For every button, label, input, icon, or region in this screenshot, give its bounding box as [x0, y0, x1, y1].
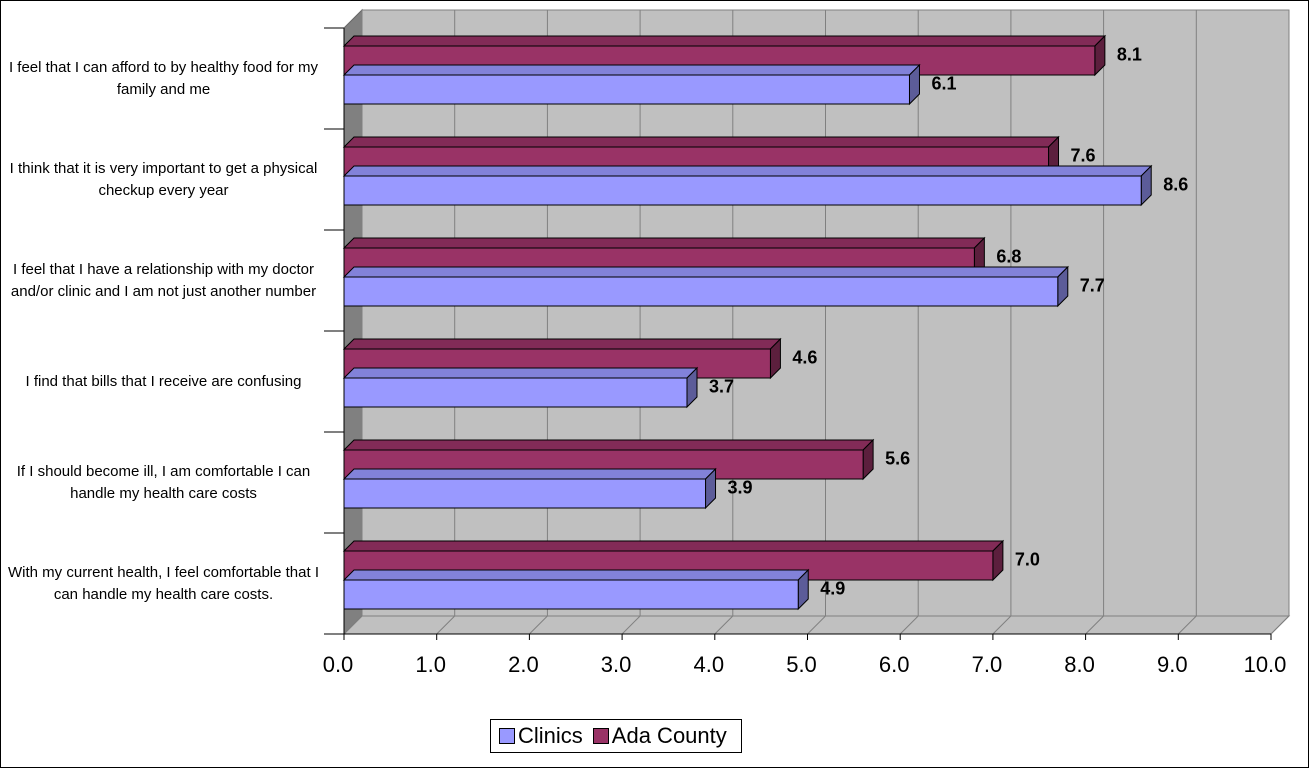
grid-line [1085, 615, 1104, 635]
value-label: 6.1 [931, 73, 956, 93]
bar-top [342, 569, 810, 581]
bar-top [342, 540, 1005, 552]
x-tick-label: 1.0 [415, 652, 446, 677]
grid-line [621, 615, 641, 635]
x-tick-label: 10.0 [1244, 652, 1287, 677]
bar-top [342, 266, 1069, 278]
legend-item: Clinics [499, 723, 583, 749]
x-tick-label: 4.0 [694, 652, 725, 677]
legend-swatch [499, 728, 515, 744]
bar [343, 579, 799, 610]
x-tick-label: 2.0 [508, 652, 539, 677]
grid-line [714, 615, 734, 635]
bar [343, 74, 910, 105]
grid-line [807, 615, 826, 635]
category-label: I feel that I have a relationship with m… [10, 260, 317, 300]
legend-swatch [592, 728, 609, 744]
legend-label: Clinics [518, 723, 583, 748]
value-label: 7.6 [1071, 145, 1096, 165]
category-label: With my current health, I feel comfortab… [8, 563, 319, 603]
value-label: 6.8 [996, 246, 1021, 266]
bar-top [342, 136, 1060, 148]
grid-line [992, 615, 1012, 635]
value-label: 4.6 [792, 347, 817, 367]
grid-line [899, 615, 919, 635]
x-tick-label: 6.0 [879, 652, 910, 677]
grid-line [1177, 615, 1197, 635]
bar-top [342, 64, 921, 76]
value-label: 3.7 [709, 376, 734, 396]
value-label: 4.9 [820, 578, 845, 598]
value-label: 5.6 [885, 448, 910, 468]
bar-top [342, 367, 699, 379]
value-label: 3.9 [728, 477, 753, 497]
value-label: 8.1 [1117, 44, 1142, 64]
x-tick-label: 0.0 [323, 652, 354, 677]
bar-top [342, 439, 875, 451]
bar [343, 175, 1142, 206]
legend-label: Ada County [611, 723, 727, 748]
category-label: If I should become ill, I am comfortable… [16, 462, 311, 502]
bar-top [342, 35, 1107, 47]
x-tick-label: 8.0 [1064, 652, 1095, 677]
bar-top [342, 338, 782, 350]
x-tick-label: 9.0 [1157, 652, 1188, 677]
legend-item: Ada County [592, 723, 727, 749]
category-label: I think that it is very important to get… [9, 159, 318, 199]
bar [343, 478, 707, 509]
legend: Clinics Ada County [490, 719, 742, 753]
value-label: 7.7 [1080, 275, 1105, 295]
grid-line [1270, 615, 1290, 635]
category-label: I find that bills that I receive are con… [25, 372, 302, 390]
bar-top [342, 165, 1153, 177]
x-tick-label: 3.0 [601, 652, 632, 677]
bar [343, 377, 688, 408]
value-label: 7.0 [1015, 549, 1040, 569]
bar-top [342, 468, 717, 480]
bar-top [342, 237, 986, 249]
grid-line [529, 615, 548, 635]
value-label: 8.6 [1163, 174, 1188, 194]
x-tick-label: 5.0 [786, 652, 817, 677]
category-label: I feel that I can afford to by healthy f… [8, 58, 319, 98]
bar [343, 276, 1059, 307]
grid-line [436, 615, 456, 635]
x-tick-label: 7.0 [972, 652, 1003, 677]
grid-line [343, 615, 363, 635]
